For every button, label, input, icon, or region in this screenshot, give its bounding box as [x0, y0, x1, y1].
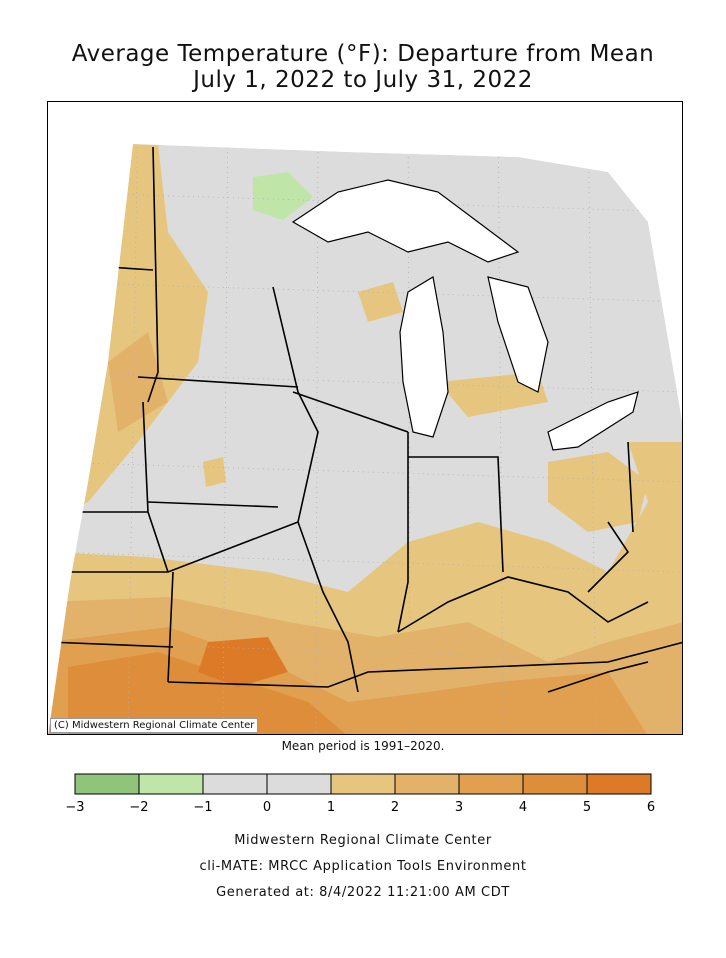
- great-lakes: [291, 179, 639, 451]
- legend-tick-label: −2: [129, 800, 148, 815]
- map-title: Average Temperature (°F): Departure from…: [71, 41, 655, 67]
- anomaly-region-cool: [253, 172, 313, 220]
- anomaly-region-hottest: [198, 637, 288, 687]
- legend-swatch: [138, 773, 204, 795]
- outside-domain-west: [48, 102, 133, 734]
- footer-organization: Midwestern Regional Climate Center: [234, 833, 492, 848]
- legend-tick-label: 6: [647, 800, 655, 815]
- anomaly-region-nw-normal: [166, 162, 223, 212]
- legend-swatch: [522, 773, 588, 795]
- legend-tick-label: 2: [391, 800, 399, 815]
- anomaly-region-east-warm: [548, 452, 648, 532]
- legend-tick-label: −3: [65, 800, 84, 815]
- legend-tick-label: 1: [327, 800, 335, 815]
- anomaly-region-small-warm: [203, 457, 226, 487]
- legend-tick-label: 0: [263, 800, 271, 815]
- map-date-range: July 1, 2022 to July 31, 2022: [193, 67, 533, 93]
- outside-domain-north: [48, 102, 682, 421]
- lake-huron: [487, 276, 549, 393]
- legend-swatch: [74, 773, 140, 795]
- legend-swatch: [266, 773, 332, 795]
- legend-swatch: [394, 773, 460, 795]
- lake-michigan: [399, 276, 449, 438]
- temperature-departure-map: (C) Midwestern Regional Climate Center: [47, 101, 683, 735]
- legend-tick-label: 4: [519, 800, 527, 815]
- color-legend: −3 −2 −1 0 1 2 3 4 5 6: [60, 770, 666, 824]
- legend-swatch: [202, 773, 268, 795]
- lake-erie: [547, 391, 639, 451]
- anomaly-region-west-warmer: [108, 332, 168, 432]
- anomaly-region-wisconsin-warm: [358, 282, 403, 322]
- footer-generated-time: Generated at: 8/4/2022 11:21:00 AM CDT: [216, 885, 510, 900]
- map-canvas: [48, 102, 682, 734]
- legend-swatch: [458, 773, 524, 795]
- footer-tool-name: cli-MATE: MRCC Application Tools Environ…: [199, 859, 527, 874]
- anomaly-region-south-hotter: [68, 652, 348, 734]
- lake-superior: [291, 179, 520, 263]
- legend-tick-label: −1: [193, 800, 212, 815]
- legend-swatch: [586, 773, 652, 795]
- state-boundaries: [48, 146, 682, 693]
- legend-tick-label: 5: [583, 800, 591, 815]
- legend-canvas: −3 −2 −1 0 1 2 3 4 5 6: [65, 773, 655, 815]
- legend-tick-label: 3: [455, 800, 463, 815]
- copyright-label: (C) Midwestern Regional Climate Center: [50, 718, 259, 733]
- legend-swatch: [330, 773, 396, 795]
- mean-period-note: Mean period is 1991–2020.: [281, 739, 445, 753]
